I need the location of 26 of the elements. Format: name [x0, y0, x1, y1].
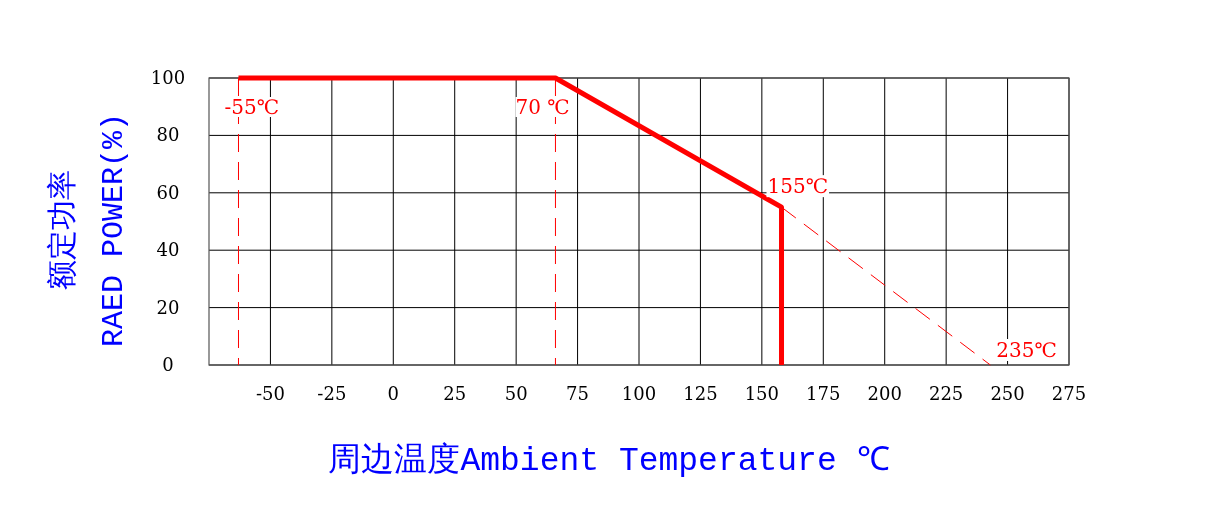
- annotation: 155℃: [766, 174, 830, 199]
- x-tick-label: 125: [683, 383, 718, 404]
- ref-line-label: 70 ℃: [515, 95, 570, 119]
- x-tick-label: 50: [504, 383, 528, 404]
- x-tick-label: 150: [744, 383, 780, 404]
- x-tick-label: 225: [928, 383, 964, 404]
- x-tick-label: 250: [990, 383, 1025, 404]
- y-tick-label: 100: [150, 67, 186, 88]
- y-tick-label: 40: [156, 239, 180, 261]
- x-axis-title: 周边温度Ambient Temperature ℃: [328, 442, 890, 480]
- y-tick-label: 80: [156, 124, 180, 146]
- annotation: 235℃: [995, 338, 1058, 362]
- x-tick-label: 25: [443, 383, 467, 404]
- x-tick-label: 100: [621, 383, 657, 404]
- x-tick-label: 175: [806, 383, 841, 404]
- x-tick-label: -50: [255, 383, 285, 404]
- x-tick-label: 75: [566, 383, 590, 404]
- ref-line-label: -55℃: [224, 95, 280, 119]
- y-tick-label: 60: [156, 181, 180, 203]
- y-tick-label: 20: [156, 296, 180, 318]
- x-tick-label: -25: [317, 383, 347, 404]
- x-tick-label: 200: [867, 383, 902, 404]
- x-tick-label: 275: [1051, 383, 1087, 404]
- x-tick-label: 0: [387, 383, 400, 404]
- y-tick-label: 0: [162, 354, 174, 375]
- y-axis-title: 额定功率 RAED POWER(%): [46, 112, 131, 348]
